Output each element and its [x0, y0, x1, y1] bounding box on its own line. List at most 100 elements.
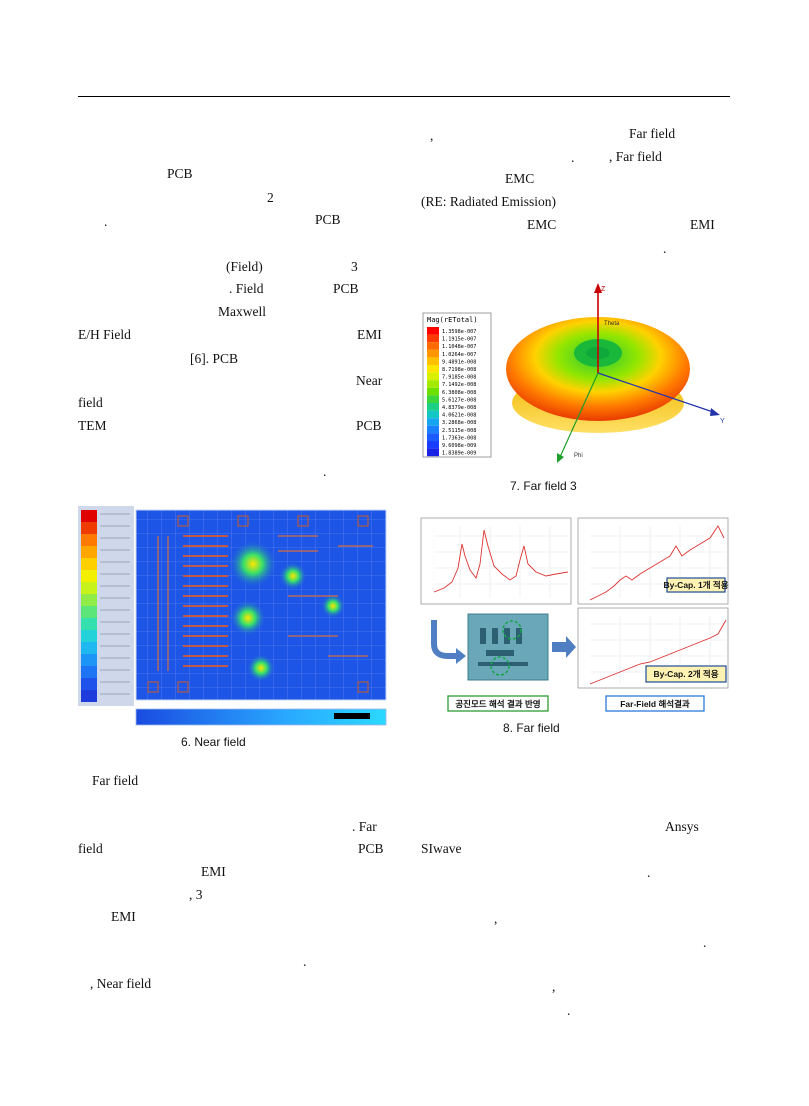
text-fragment: .: [104, 214, 108, 229]
legend-swatch: [427, 372, 439, 381]
axis-y-label: Y: [720, 418, 725, 425]
legend-swatch: [427, 395, 439, 403]
near-field-image: [78, 506, 387, 726]
legend-swatch: [427, 334, 439, 343]
text-fragment: (RE: Radiated Emission): [421, 194, 556, 209]
text-fragment: .: [647, 865, 651, 880]
legend-swatch: [427, 365, 439, 373]
coordinate-axes: Z Theta Y Phi: [557, 283, 725, 463]
header-rule: [78, 96, 730, 97]
label-farfield: Far-Field 해석결과: [620, 699, 690, 709]
text-fragment: PCB: [167, 166, 193, 181]
text-fragment: .: [567, 1003, 571, 1018]
text-fragment: EMC: [527, 217, 557, 232]
legend-value: 5.6127e-008: [442, 397, 476, 403]
legend-swatch: [427, 349, 439, 358]
near-field-legend: [81, 510, 130, 702]
text-fragment: .: [303, 954, 307, 969]
text-fragment: EMI: [201, 864, 226, 879]
text-fragment: field: [78, 841, 103, 856]
text-fragment: [6]. PCB: [190, 351, 239, 366]
pcb-photo-panel: [431, 613, 576, 681]
legend-value: 8.7198e-008: [442, 367, 476, 373]
figure-8-far-field-results: By-Cap. 1개 적용: [420, 516, 730, 716]
far-field-results-image: By-Cap. 1개 적용: [420, 517, 729, 712]
figure-7-far-field-3d: Mag(rETotal) 1.3598e-007 1.1915e-007 1.104…: [420, 275, 730, 471]
legend-value: 7.1492e-008: [442, 382, 476, 388]
legend-swatch: [427, 380, 439, 388]
legend-value: 4.8379e-008: [442, 405, 476, 411]
legend-value: 9.4891e-008: [442, 359, 476, 365]
text-fragment: Near: [356, 373, 383, 388]
text-fragment: EMI: [690, 217, 715, 232]
text-fragment: E/H Field: [78, 327, 131, 342]
text-fragment: Far field: [629, 126, 676, 141]
figure-6-caption: 6. Near field: [181, 735, 246, 749]
text-fragment: . Field: [229, 281, 264, 296]
plot-one-cap: By-Cap. 1개 적용: [577, 517, 729, 605]
text-fragment: 3: [351, 259, 358, 274]
text-fragment: 2: [267, 190, 274, 205]
legend-value: 3.2868e-008: [442, 420, 476, 426]
text-fragment: EMI: [357, 327, 382, 342]
figure-6-near-field: [78, 506, 388, 728]
figure-8-caption: 8. Far field: [503, 721, 560, 735]
plot-two-cap: By-Cap. 2개 적용: [577, 607, 729, 689]
text-fragment: ,: [552, 979, 556, 994]
legend-swatch: [427, 327, 439, 335]
radiation-pattern-image: Mag(rETotal) 1.3598e-007 1.1915e-0071.104…: [422, 283, 725, 463]
text-fragment: Maxwell: [218, 304, 266, 319]
label-one-cap: By-Cap. 1개 적용: [663, 580, 728, 590]
text-fragment: ,: [430, 128, 434, 143]
near-field-scale: [135, 708, 387, 726]
near-field-map: [135, 509, 387, 701]
text-fragment: EMC: [505, 171, 535, 186]
text-fragment: field: [78, 395, 103, 410]
text-fragment: , Far field: [609, 149, 662, 164]
text-fragment: PCB: [315, 212, 341, 227]
legend-value: 2.5115e-008: [442, 428, 476, 434]
text-fragment: (Field): [226, 259, 263, 274]
label-resonance: 공진모드 해석 결과 반영: [455, 699, 540, 709]
result-labels: 공진모드 해석 결과 반영 Far-Field 해석결과: [447, 695, 705, 712]
text-fragment: .: [571, 150, 575, 165]
text-fragment: Ansys: [665, 819, 699, 834]
text-fragment: Far field: [92, 773, 139, 788]
legend-swatch: [427, 448, 439, 457]
text-fragment: .: [703, 935, 707, 950]
legend-swatch: [427, 403, 439, 411]
legend-value: 1.8389e-009: [442, 451, 476, 457]
legend-value: 7.9185e-008: [442, 375, 476, 381]
text-fragment: PCB: [333, 281, 359, 296]
legend-value: 9.6098e-009: [442, 443, 476, 449]
legend-swatch: [427, 425, 439, 434]
legend-value: 1.1915e-007: [442, 337, 476, 343]
text-fragment: , Near field: [90, 976, 152, 991]
figure-7-caption: 7. Far field 3: [510, 479, 577, 493]
text-fragment: .: [663, 241, 667, 256]
legend-title: Mag(rETotal): [427, 316, 478, 324]
text-fragment: . Far: [352, 819, 377, 834]
legend-value: 1.7363e-008: [442, 435, 476, 441]
legend-value: 6.3808e-008: [442, 390, 476, 396]
axis-z-label: Z: [601, 286, 606, 293]
theta-label: Theta: [604, 321, 620, 327]
legend-swatch: [427, 441, 439, 449]
text-fragment: EMI: [111, 909, 136, 924]
text-fragment: PCB: [358, 841, 384, 856]
legend-panel: Mag(rETotal) 1.3598e-007 1.1915e-0071.104…: [422, 312, 492, 458]
legend-value: 1.1048e-007: [442, 344, 476, 350]
legend-swatch: [427, 433, 439, 441]
phi-label: Phi: [574, 453, 583, 459]
plot-before: [420, 517, 572, 605]
label-two-cap: By-Cap. 2개 적용: [653, 669, 718, 679]
text-fragment: TEM: [78, 418, 107, 433]
legend-swatch: [427, 342, 439, 350]
legend-swatch: [427, 418, 439, 426]
text-fragment: ,: [494, 911, 498, 926]
legend-value: 4.0621e-008: [442, 413, 476, 419]
legend-value: 1.0264e-007: [442, 352, 476, 358]
text-fragment: .: [323, 464, 327, 479]
text-fragment: PCB: [356, 418, 382, 433]
legend-swatch: [427, 357, 439, 365]
